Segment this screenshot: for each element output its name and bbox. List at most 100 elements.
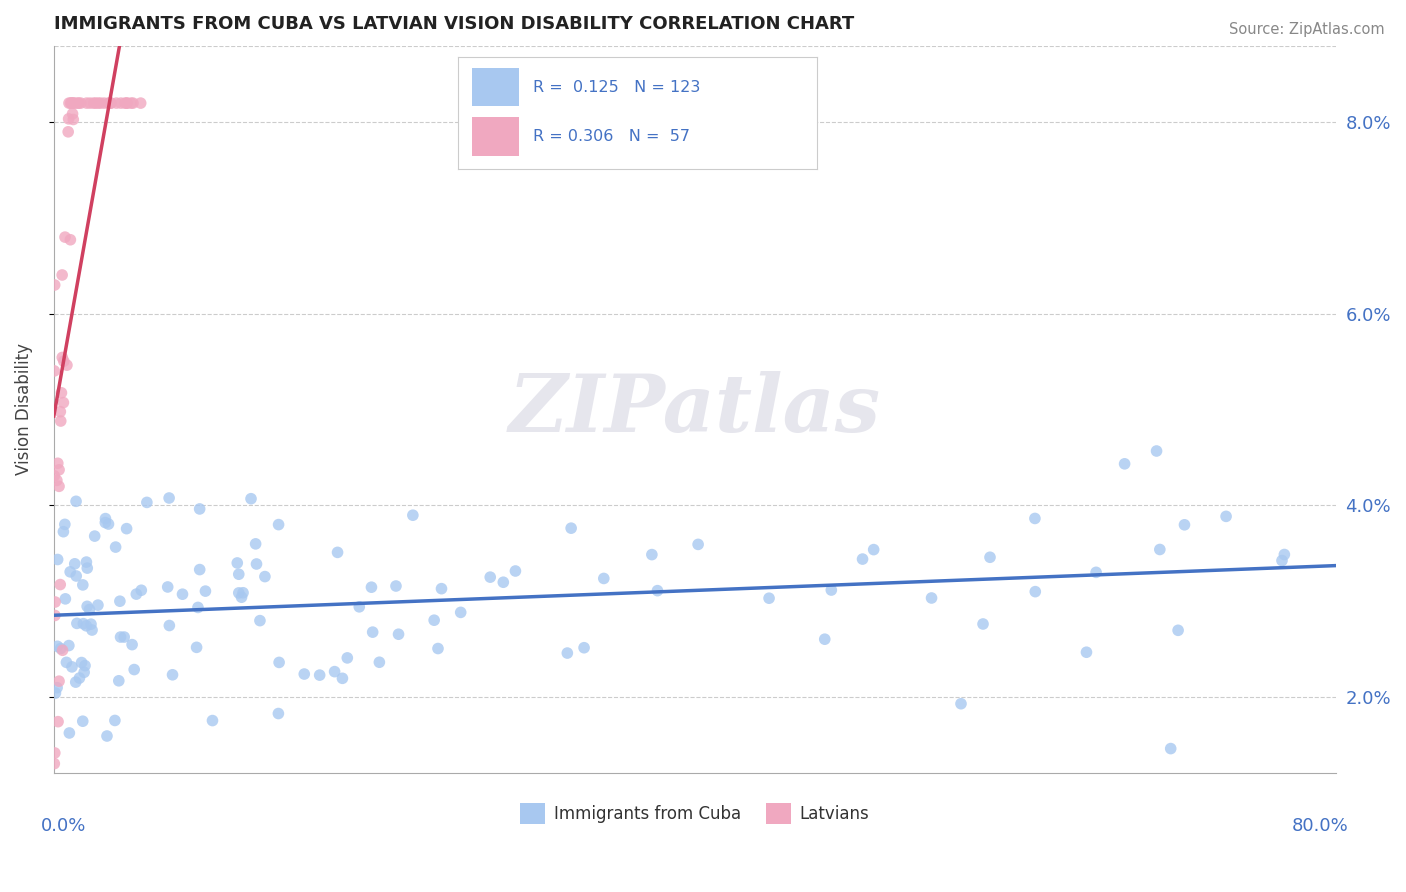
Point <box>96 729 118 743</box>
Point <box>647 583 669 598</box>
Legend: Immigrants from Cuba, Latvians: Immigrants from Cuba, Latvians <box>513 797 876 830</box>
Point <box>60 660 83 674</box>
Point <box>121 638 143 652</box>
Point <box>79 96 101 111</box>
Point <box>45 474 67 488</box>
Point <box>1149 542 1171 557</box>
Point <box>308 668 330 682</box>
Point <box>46 640 69 654</box>
Point <box>44 746 66 760</box>
Point <box>44 364 66 378</box>
Point <box>51 351 73 365</box>
Point <box>87 96 110 111</box>
Point <box>368 655 391 669</box>
Point <box>232 586 254 600</box>
Point <box>58 726 80 740</box>
Text: IMMIGRANTS FROM CUBA VS LATVIAN VISION DISABILITY CORRELATION CHART: IMMIGRANTS FROM CUBA VS LATVIAN VISION D… <box>53 15 853 33</box>
Point <box>63 557 86 571</box>
Point <box>292 667 315 681</box>
Point <box>104 540 127 554</box>
Point <box>69 96 91 111</box>
Point <box>44 468 66 483</box>
Point <box>49 414 72 428</box>
Point <box>55 656 77 670</box>
Point <box>430 582 453 596</box>
Point <box>253 569 276 583</box>
Point <box>560 521 582 535</box>
Point <box>1024 584 1046 599</box>
Point <box>1215 509 1237 524</box>
Point <box>427 641 450 656</box>
Point <box>336 651 359 665</box>
Point <box>80 623 103 637</box>
Point <box>44 756 66 771</box>
Point <box>201 714 224 728</box>
Point <box>820 582 842 597</box>
Point <box>44 608 66 623</box>
Point <box>58 112 80 126</box>
Point <box>90 96 112 111</box>
Point <box>323 665 346 679</box>
Point <box>641 548 664 562</box>
Point <box>83 529 105 543</box>
Point <box>49 577 72 591</box>
Point <box>122 96 145 111</box>
Point <box>1085 566 1108 580</box>
Point <box>44 686 66 700</box>
Point <box>814 632 837 647</box>
Point <box>48 479 70 493</box>
Point <box>110 96 132 111</box>
Point <box>1173 517 1195 532</box>
Point <box>62 96 84 111</box>
Point <box>1160 741 1182 756</box>
Point <box>267 517 290 532</box>
Point <box>75 619 97 633</box>
Point <box>98 96 121 111</box>
Point <box>228 567 250 582</box>
Point <box>75 555 97 569</box>
Point <box>51 268 73 282</box>
Point <box>60 96 83 111</box>
Point <box>240 491 263 506</box>
Point <box>51 385 73 400</box>
Point <box>162 667 184 681</box>
Point <box>52 524 75 539</box>
Point <box>98 96 121 111</box>
Point <box>267 706 290 721</box>
Point <box>69 671 91 685</box>
Point <box>65 494 87 508</box>
Point <box>115 96 138 111</box>
Point <box>65 569 87 583</box>
Point <box>56 125 79 139</box>
Point <box>62 112 84 127</box>
Point <box>186 640 208 655</box>
Point <box>1146 444 1168 458</box>
Text: 0.0%: 0.0% <box>41 817 86 835</box>
Point <box>62 107 84 121</box>
Point <box>107 673 129 688</box>
Point <box>66 616 89 631</box>
Point <box>44 277 66 292</box>
Point <box>862 542 884 557</box>
Point <box>97 516 120 531</box>
Text: Source: ZipAtlas.com: Source: ZipAtlas.com <box>1229 22 1385 37</box>
Point <box>423 613 446 627</box>
Point <box>157 491 180 505</box>
Point <box>70 656 93 670</box>
Point <box>84 96 107 111</box>
Point <box>326 545 349 559</box>
Point <box>72 714 94 729</box>
Point <box>46 552 69 566</box>
Point <box>1076 645 1098 659</box>
Point <box>53 230 76 244</box>
Point <box>188 563 211 577</box>
Point <box>79 602 101 616</box>
Point <box>104 714 127 728</box>
Point <box>228 586 250 600</box>
Point <box>51 643 73 657</box>
Point <box>76 96 98 111</box>
Point <box>87 598 110 612</box>
Point <box>245 557 267 571</box>
Point <box>450 606 472 620</box>
Point <box>65 675 87 690</box>
